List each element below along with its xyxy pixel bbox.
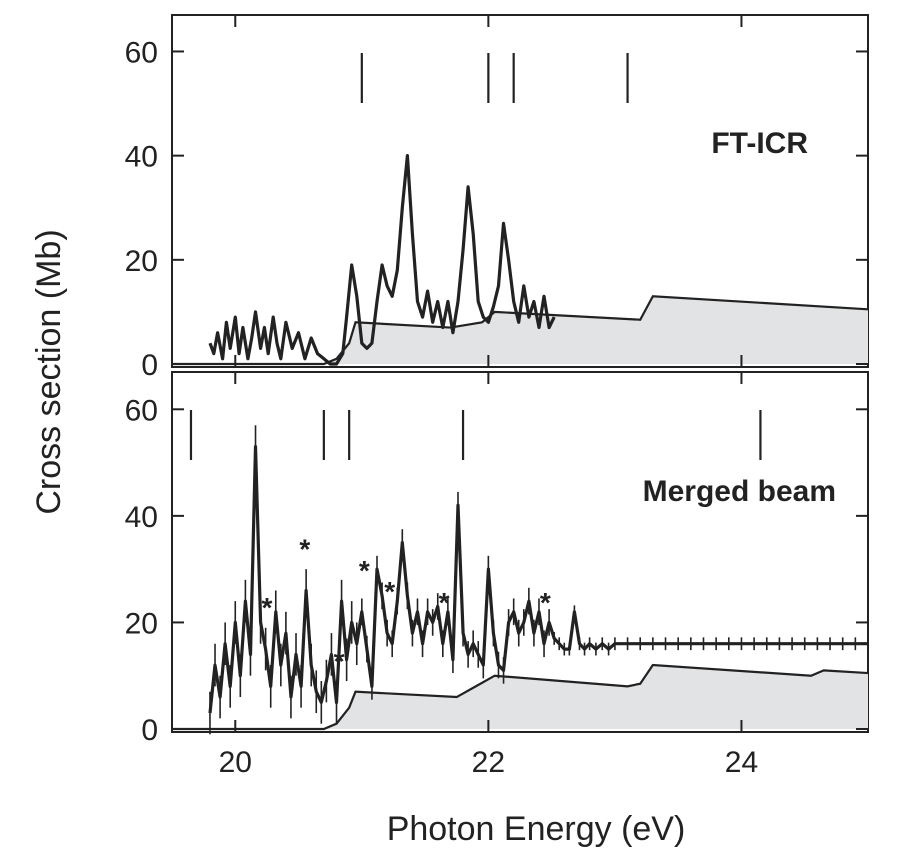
bottom-panel: * * * * * * * 0 20 40 60 20 22 24: [125, 372, 869, 779]
star-mark: *: [439, 587, 450, 618]
top-panel-label: FT-ICR: [711, 127, 808, 160]
top-panel-frame: [171, 14, 869, 368]
top-background-area: [172, 296, 868, 364]
bottom-y-tick-label: 0: [141, 714, 158, 747]
top-y-tick-label: 60: [125, 36, 158, 69]
bottom-background-area: [172, 665, 868, 729]
star-mark: *: [299, 533, 310, 564]
star-mark: *: [334, 645, 345, 676]
top-y-tick-label: 20: [125, 245, 158, 278]
bottom-y-tick-label: 40: [125, 501, 158, 534]
bottom-y-tick-label: 20: [125, 607, 158, 640]
star-mark: *: [359, 555, 370, 586]
bottom-panel-label: Merged beam: [643, 475, 836, 508]
top-y-tick-label: 40: [125, 141, 158, 174]
top-panel: 0 20 40 60: [125, 15, 869, 382]
bottom-y-tick-label: 60: [125, 394, 158, 427]
y-axis-title: Cross section (Mb): [30, 229, 68, 514]
star-mark: *: [261, 592, 272, 623]
top-measured-line: [208, 154, 556, 366]
top-background-line: [172, 295, 869, 366]
x-tick-label: 20: [219, 746, 252, 779]
x-axis-title: Photon Energy (eV): [387, 810, 686, 848]
bottom-panel-frame: [171, 371, 869, 733]
x-tick-label: 24: [725, 746, 758, 779]
bottom-measured-line: [208, 445, 868, 714]
star-mark: *: [540, 587, 551, 618]
bottom-background-line: [172, 663, 869, 731]
star-mark: *: [384, 576, 395, 607]
x-tick-label: 22: [472, 746, 505, 779]
top-y-tick-label: 0: [141, 349, 158, 382]
